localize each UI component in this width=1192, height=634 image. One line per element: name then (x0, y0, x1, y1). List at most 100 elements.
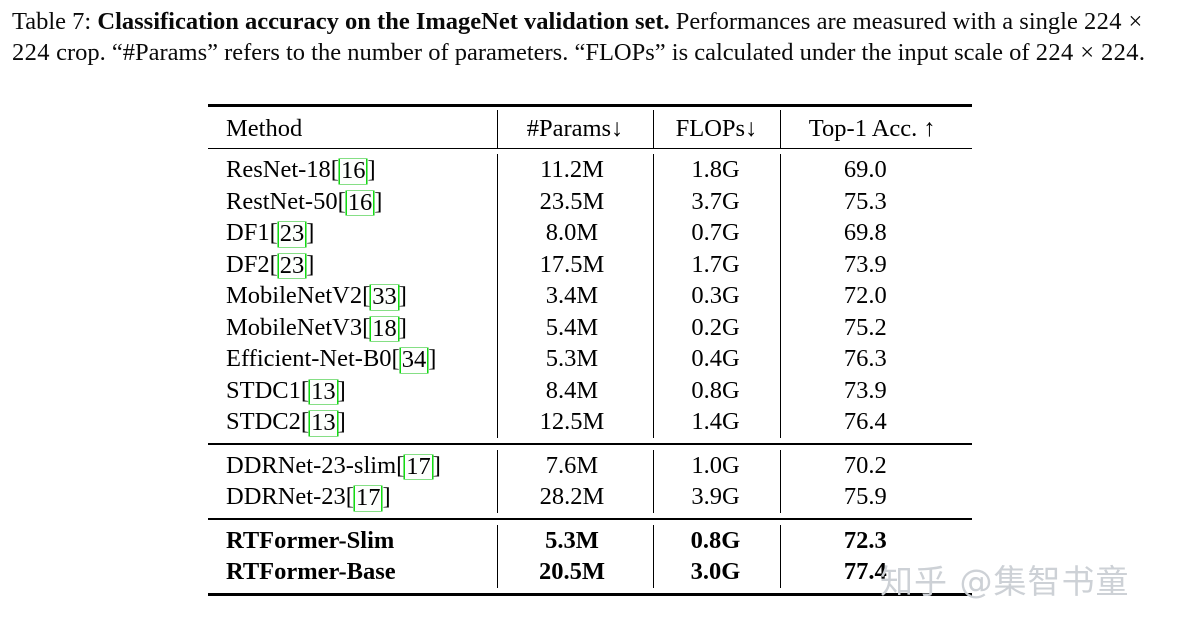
citation-highlight-box[interactable]: 13 (309, 410, 338, 436)
citation-highlight-box[interactable]: 13 (309, 377, 338, 405)
cell-method: DF2[23] (208, 249, 497, 281)
citation-bracket-close: ] (382, 483, 391, 510)
citation-number: 23 (278, 220, 306, 247)
citation-bracket-open: [ (300, 376, 310, 404)
table-row: STDC2[13] 12.5M 1.4G 76.4 (208, 406, 972, 438)
citation-highlight-box[interactable]: 23 (277, 220, 307, 247)
citation-bracket-open: [ (269, 219, 278, 246)
citation-highlight-box[interactable]: 16 (345, 188, 375, 216)
cell-top1: 75.3 (779, 185, 972, 217)
cell-method: DDRNet-23-slim[17] (208, 450, 497, 482)
value-top1: 77.4 (843, 558, 887, 585)
header-cell-method: Method (208, 110, 497, 149)
citation-bracket-close: ] (432, 451, 441, 479)
caption-text-3: . (1138, 39, 1146, 66)
table-rule-bottom (208, 592, 972, 597)
value-top1: 75.9 (843, 483, 887, 510)
method-name: DF1[23] (208, 217, 497, 249)
method-label: Efficient-Net-B0 (226, 345, 392, 372)
citation-highlight-box[interactable]: 23 (277, 253, 307, 278)
method-name: RestNet-50[16] (208, 186, 497, 218)
method-label: DF1 (226, 219, 270, 246)
cell-flops: 0.2G (652, 311, 780, 343)
value-params: 7.6M (545, 451, 599, 479)
value-flops: 0.2G (691, 313, 740, 341)
cell-method: STDC1[13] (208, 375, 497, 407)
cell-flops: 1.8G (652, 154, 780, 186)
cell-params: 5.4M (496, 311, 653, 343)
cell-top1: 75.9 (779, 481, 972, 513)
cell-method: Efficient-Net-B0[34] (208, 343, 497, 375)
citation-highlight-box[interactable]: 18 (370, 316, 399, 341)
cell-method: DF1[23] (208, 217, 497, 249)
citation-number: 13 (310, 377, 337, 405)
citation-number: 16 (346, 188, 374, 216)
value-top1: 76.3 (843, 345, 887, 372)
cell-params: 8.0M (496, 217, 653, 249)
citation-bracket-close: ] (337, 376, 346, 404)
value-params: 11.2M (540, 156, 604, 183)
cell-method: MobileNetV3[18] (208, 312, 497, 344)
citation-bracket-close: ] (367, 156, 376, 183)
cell-params: 3.4M (496, 280, 653, 312)
header-cell-top1: Top-1 Acc. ↑ (779, 110, 972, 149)
table-row: MobileNetV2[33] 3.4M 0.3G 72.0 (208, 280, 972, 312)
cell-params: 5.3M (496, 343, 653, 375)
value-params: 3.4M (545, 282, 599, 309)
cell-method: RTFormer-Base (208, 556, 497, 588)
citation-highlight-box[interactable]: 17 (404, 454, 433, 479)
value-flops: 1.7G (691, 250, 740, 278)
cell-top1: 69.0 (779, 154, 972, 186)
cell-top1: 72.3 (779, 524, 972, 556)
cell-top1: 70.2 (779, 449, 972, 481)
table-row: DDRNet-23-slim[17] 7.6M 1.0G 70.2 (208, 449, 972, 482)
method-name: MobileNetV3[18] (208, 312, 497, 344)
value-top1: 72.0 (843, 282, 887, 309)
citation-highlight-box[interactable]: 34 (399, 347, 429, 373)
citation-highlight-box[interactable]: 17 (353, 484, 383, 511)
cell-params: 11.2M (496, 154, 653, 186)
table-row: STDC1[13] 8.4M 0.8G 73.9 (208, 374, 972, 407)
table-row: DF1[23] 8.0M 0.7G 69.8 (208, 217, 972, 249)
value-params: 8.0M (545, 219, 599, 246)
citation-bracket-open: [ (362, 282, 371, 309)
method-name: STDC2[13] (208, 406, 497, 438)
citation-number: 17 (354, 484, 382, 511)
caption-text-2: crop. “#Params” refers to the number of … (56, 39, 1030, 66)
cell-params: 7.6M (496, 449, 653, 481)
citation-highlight-box[interactable]: 16 (338, 157, 368, 184)
value-flops: 0.8G (691, 376, 740, 404)
cell-top1: 73.9 (779, 374, 972, 406)
value-flops: 3.7G (691, 187, 740, 215)
table-rule-header (208, 148, 972, 149)
table-header-row: Method #Params↓ FLOPs↓ Top-1 Acc. ↑ (208, 110, 972, 149)
value-top1: 73.9 (843, 376, 887, 404)
method-label: STDC1 (226, 376, 301, 404)
cell-params: 23.5M (496, 185, 653, 217)
cell-top1: 69.8 (779, 217, 972, 249)
cell-params: 5.3M (496, 524, 653, 556)
cell-flops: 0.4G (652, 343, 780, 375)
citation-number: 16 (339, 157, 367, 184)
citation-bracket-open: [ (269, 250, 278, 278)
cell-flops: 3.9G (652, 481, 780, 513)
citation-bracket-open: [ (345, 483, 354, 510)
header-cell-params: #Params↓ (496, 110, 653, 149)
table-rule-top (208, 104, 972, 108)
cell-top1: 77.4 (779, 556, 972, 588)
method-name: ResNet-18[16] (208, 154, 497, 186)
table-caption: Table 7: Classification accuracy on the … (12, 6, 1182, 68)
method-name: Efficient-Net-B0[34] (208, 343, 497, 375)
cell-flops: 0.8G (652, 374, 780, 406)
table-row: ResNet-18[16] 11.2M 1.8G 69.0 (208, 154, 972, 186)
table-row: DF2[23] 17.5M 1.7G 73.9 (208, 248, 972, 281)
table-row: MobileNetV3[18] 5.4M 0.2G 75.2 (208, 311, 972, 344)
citation-highlight-box[interactable]: 33 (370, 284, 399, 310)
citation-bracket-close: ] (428, 345, 437, 372)
value-params: 17.5M (539, 250, 605, 278)
table-row: Efficient-Net-B0[34] 5.3M 0.4G 76.3 (208, 343, 972, 375)
value-params: 8.4M (545, 376, 599, 404)
cell-top1: 72.0 (779, 280, 972, 312)
cell-method: DDRNet-23[17] (208, 481, 497, 513)
citation-bracket-close: ] (306, 250, 315, 278)
